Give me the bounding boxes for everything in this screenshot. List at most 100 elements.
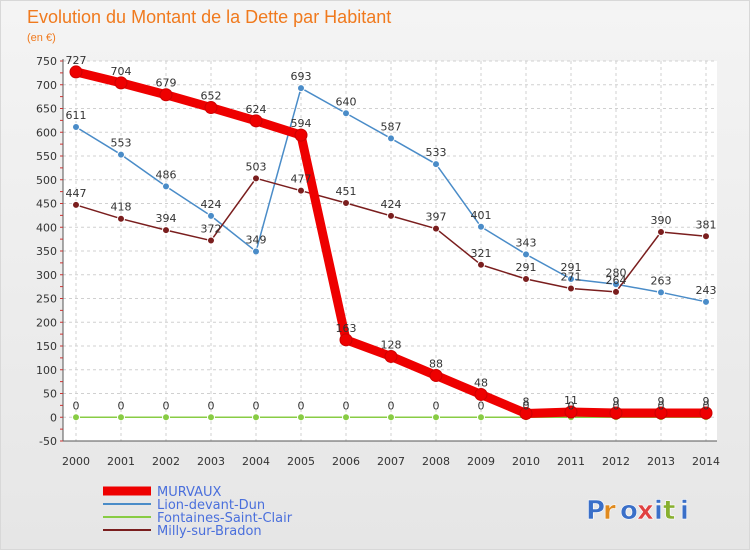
data-point bbox=[207, 413, 215, 422]
data-label: 280 bbox=[606, 266, 627, 279]
data-label: 0 bbox=[73, 399, 80, 412]
data-point bbox=[564, 405, 578, 419]
x-tick-label: 2010 bbox=[512, 455, 540, 468]
data-label: 424 bbox=[381, 198, 402, 211]
data-label: 48 bbox=[474, 376, 488, 389]
data-point bbox=[72, 200, 80, 209]
data-point bbox=[72, 123, 80, 132]
proxiti-logo: Pr o x i t i bbox=[586, 496, 690, 527]
data-label: 8 bbox=[523, 395, 530, 408]
data-label: 9 bbox=[658, 395, 665, 408]
data-label: 594 bbox=[291, 117, 312, 130]
data-point bbox=[342, 199, 350, 208]
data-label: 0 bbox=[253, 399, 260, 412]
data-point bbox=[387, 413, 395, 422]
y-tick-label: 550 bbox=[36, 150, 57, 163]
data-label: 486 bbox=[156, 168, 177, 181]
axes: -500501001502002503003504004505005506006… bbox=[36, 55, 720, 468]
data-label: 693 bbox=[291, 70, 312, 83]
data-label: 0 bbox=[118, 399, 125, 412]
data-label: 0 bbox=[388, 399, 395, 412]
data-label: 401 bbox=[471, 209, 492, 222]
legend-label: Milly-sur-Bradon bbox=[157, 524, 262, 539]
data-point bbox=[339, 333, 353, 347]
data-label: 243 bbox=[696, 284, 717, 297]
y-tick-label: 600 bbox=[36, 126, 57, 139]
x-tick-label: 2005 bbox=[287, 455, 315, 468]
data-point bbox=[249, 114, 263, 128]
data-label: 88 bbox=[429, 357, 443, 370]
data-label: 372 bbox=[201, 223, 222, 236]
data-point bbox=[297, 84, 305, 93]
data-label: 271 bbox=[561, 271, 582, 284]
data-point bbox=[432, 413, 440, 422]
y-tick-label: 750 bbox=[36, 55, 57, 68]
data-label: 9 bbox=[703, 395, 710, 408]
data-label: 447 bbox=[66, 187, 87, 200]
data-point bbox=[609, 406, 623, 420]
data-point bbox=[162, 226, 170, 235]
data-point bbox=[477, 413, 485, 422]
logo-letter: x bbox=[637, 496, 654, 526]
data-label: 381 bbox=[696, 218, 717, 231]
data-point bbox=[297, 413, 305, 422]
x-tick-label: 2011 bbox=[557, 455, 585, 468]
x-tick-label: 2006 bbox=[332, 455, 360, 468]
data-label: 163 bbox=[336, 322, 357, 335]
data-point bbox=[252, 174, 260, 183]
data-label: 128 bbox=[381, 338, 402, 351]
x-tick-label: 2004 bbox=[242, 455, 270, 468]
data-label: 0 bbox=[343, 399, 350, 412]
y-tick-label: 650 bbox=[36, 103, 57, 116]
data-point bbox=[612, 280, 620, 289]
x-tick-label: 2008 bbox=[422, 455, 450, 468]
data-label: 587 bbox=[381, 120, 402, 133]
data-label: 652 bbox=[201, 90, 222, 103]
data-label: 0 bbox=[523, 399, 530, 412]
y-tick-label: 700 bbox=[36, 79, 57, 92]
y-tick-label: 300 bbox=[36, 269, 57, 282]
logo-letter: o bbox=[620, 496, 638, 526]
data-label: 0 bbox=[163, 399, 170, 412]
data-label: 0 bbox=[433, 399, 440, 412]
data-point bbox=[294, 128, 308, 142]
data-point bbox=[387, 134, 395, 143]
data-label: 394 bbox=[156, 212, 177, 225]
data-label: 503 bbox=[246, 160, 267, 173]
data-label: 263 bbox=[651, 274, 672, 287]
logo-letter: P bbox=[586, 496, 605, 526]
y-tick-label: 200 bbox=[36, 316, 57, 329]
data-point bbox=[162, 413, 170, 422]
data-point bbox=[702, 297, 710, 306]
data-label: 343 bbox=[516, 236, 537, 249]
data-point bbox=[477, 260, 485, 269]
data-label: 0 bbox=[703, 399, 710, 412]
data-label: 424 bbox=[201, 198, 222, 211]
data-label: 477 bbox=[291, 173, 312, 186]
data-point bbox=[162, 182, 170, 191]
x-tick-label: 2013 bbox=[647, 455, 675, 468]
data-point bbox=[297, 186, 305, 195]
data-label: 704 bbox=[111, 65, 132, 78]
data-label: 264 bbox=[606, 274, 627, 287]
y-tick-label: 350 bbox=[36, 245, 57, 258]
legend-label: MURVAUX bbox=[157, 485, 222, 500]
series-group bbox=[69, 65, 713, 422]
data-point bbox=[432, 224, 440, 233]
chart-title: Evolution du Montant de la Dette par Hab… bbox=[27, 7, 391, 27]
logo-letter: i bbox=[680, 496, 689, 526]
data-point bbox=[72, 413, 80, 422]
y-tick-label: 150 bbox=[36, 340, 57, 353]
legend-label: Lion-devant-Dun bbox=[157, 498, 265, 513]
data-label: 418 bbox=[111, 201, 132, 214]
x-tick-label: 2002 bbox=[152, 455, 180, 468]
data-label: 727 bbox=[66, 54, 87, 67]
data-point bbox=[252, 247, 260, 256]
data-point bbox=[207, 236, 215, 245]
data-label: 533 bbox=[426, 146, 447, 159]
data-point bbox=[207, 211, 215, 220]
data-labels: 727 704 679 652 624 594 163 128 88 48 8 11 9 9 9 611 553… bbox=[66, 54, 717, 412]
data-point bbox=[387, 211, 395, 220]
data-point bbox=[69, 65, 83, 79]
